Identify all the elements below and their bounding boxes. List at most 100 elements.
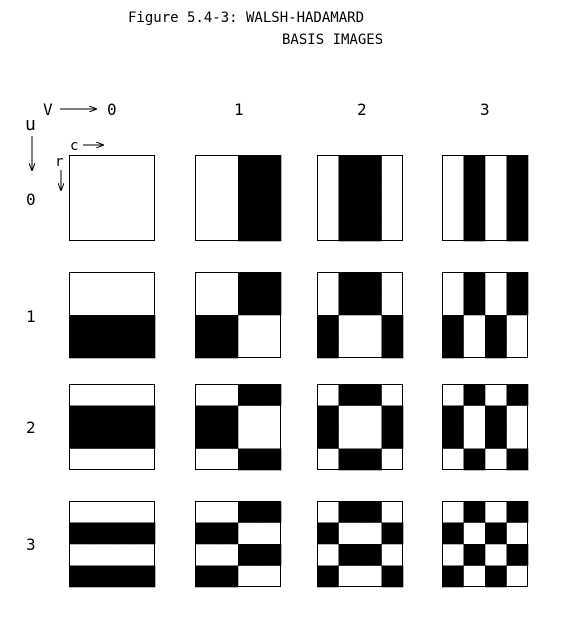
basis-pixel-black — [360, 155, 382, 177]
basis-pixel-black — [463, 198, 486, 220]
column-label-1: 1 — [234, 100, 244, 119]
basis-pixel-black — [133, 565, 156, 588]
row-label-3: 3 — [26, 535, 36, 554]
row-label-2: 2 — [26, 418, 36, 437]
basis-image-border — [69, 501, 155, 587]
basis-pixel-black — [360, 219, 382, 242]
basis-pixel-black — [238, 198, 260, 220]
basis-pixel-black — [442, 405, 464, 428]
basis-image-border — [317, 272, 403, 358]
basis-pixel-black — [259, 272, 282, 294]
basis-pixel-black — [485, 405, 507, 428]
basis-image-border — [69, 155, 155, 241]
basis-pixel-black — [506, 272, 529, 294]
basis-pixel-black — [195, 565, 217, 588]
basis-image-border — [195, 155, 281, 241]
basis-pixel-black — [195, 427, 217, 449]
basis-pixel-black — [317, 565, 339, 588]
basis-pixel-black — [133, 427, 156, 449]
basis-pixel-black — [338, 272, 361, 294]
basis-pixel-black — [238, 272, 260, 294]
basis-pixel-black — [442, 427, 464, 449]
basis-image-u1-v0 — [69, 272, 156, 359]
figure-subtitle: BASIS IMAGES — [282, 32, 384, 48]
basis-pixel-black — [133, 336, 156, 359]
basis-image-u3-v0 — [69, 501, 156, 588]
r-axis-label: r — [55, 154, 63, 170]
basis-pixel-black — [259, 384, 282, 406]
basis-pixel-black — [442, 565, 464, 588]
basis-pixel-black — [112, 336, 134, 359]
column-label-2: 2 — [357, 100, 367, 119]
basis-pixel-black — [506, 155, 529, 177]
basis-pixel-black — [69, 315, 91, 337]
basis-pixel-black — [360, 272, 382, 294]
basis-pixel-black — [317, 336, 339, 359]
basis-image-border — [442, 155, 528, 241]
basis-pixel-black — [360, 198, 382, 220]
basis-pixel-black — [506, 448, 529, 471]
basis-pixel-black — [317, 405, 339, 428]
basis-image-u2-v0 — [69, 384, 156, 470]
basis-pixel-black — [317, 427, 339, 449]
basis-image-border — [317, 155, 403, 241]
basis-pixel-black — [506, 544, 529, 566]
basis-image-border — [442, 384, 528, 470]
basis-pixel-black — [463, 544, 486, 566]
basis-pixel-black — [259, 501, 282, 523]
basis-pixel-black — [259, 198, 282, 220]
basis-pixel-black — [360, 501, 382, 523]
basis-pixel-black — [216, 522, 239, 545]
basis-pixel-black — [485, 427, 507, 449]
basis-pixel-black — [485, 315, 507, 337]
basis-pixel-black — [338, 219, 361, 242]
basis-pixel-black — [216, 405, 239, 428]
basis-pixel-black — [216, 336, 239, 359]
basis-pixel-black — [112, 427, 134, 449]
basis-image-u2-v1 — [195, 384, 282, 471]
basis-pixel-black — [381, 427, 404, 449]
basis-pixel-black — [216, 427, 239, 449]
basis-pixel-black — [259, 176, 282, 199]
basis-pixel-black — [506, 198, 529, 220]
v-axis-label: V — [43, 100, 53, 119]
basis-pixel-black — [195, 315, 217, 337]
basis-pixel-black — [360, 293, 382, 316]
basis-pixel-black — [112, 315, 134, 337]
basis-image-u0-v0 — [69, 155, 155, 241]
basis-pixel-black — [463, 176, 486, 199]
basis-image-border — [195, 272, 281, 358]
basis-pixel-black — [338, 155, 361, 177]
basis-pixel-black — [90, 522, 113, 545]
basis-image-border — [317, 384, 403, 470]
basis-image-u2-v3 — [442, 384, 529, 471]
basis-pixel-black — [442, 522, 464, 545]
basis-pixel-black — [463, 448, 486, 471]
basis-pixel-black — [338, 176, 361, 199]
basis-image-grid — [69, 155, 529, 588]
basis-image-u1-v2 — [317, 272, 404, 359]
basis-pixel-black — [338, 198, 361, 220]
basis-pixel-black — [506, 501, 529, 523]
basis-image-border — [69, 384, 155, 470]
basis-pixel-black — [90, 427, 113, 449]
figure-title: Figure 5.4-3: WALSH-HADAMARD — [128, 10, 365, 26]
basis-pixel-black — [485, 522, 507, 545]
basis-pixel-black — [90, 405, 113, 428]
basis-pixel-black — [69, 522, 91, 545]
basis-pixel-black — [238, 219, 260, 242]
basis-image-border — [442, 272, 528, 358]
basis-image-border — [195, 384, 281, 470]
basis-pixel-black — [69, 336, 91, 359]
basis-pixel-black — [90, 315, 113, 337]
basis-image-u3-v3 — [442, 501, 529, 588]
basis-pixel-black — [112, 522, 134, 545]
row-label-1: 1 — [26, 307, 36, 326]
basis-image-background — [69, 155, 155, 241]
basis-pixel-black — [463, 384, 486, 406]
basis-pixel-black — [485, 565, 507, 588]
basis-pixel-black — [90, 336, 113, 359]
basis-pixel-black — [381, 565, 404, 588]
basis-pixel-black — [112, 565, 134, 588]
